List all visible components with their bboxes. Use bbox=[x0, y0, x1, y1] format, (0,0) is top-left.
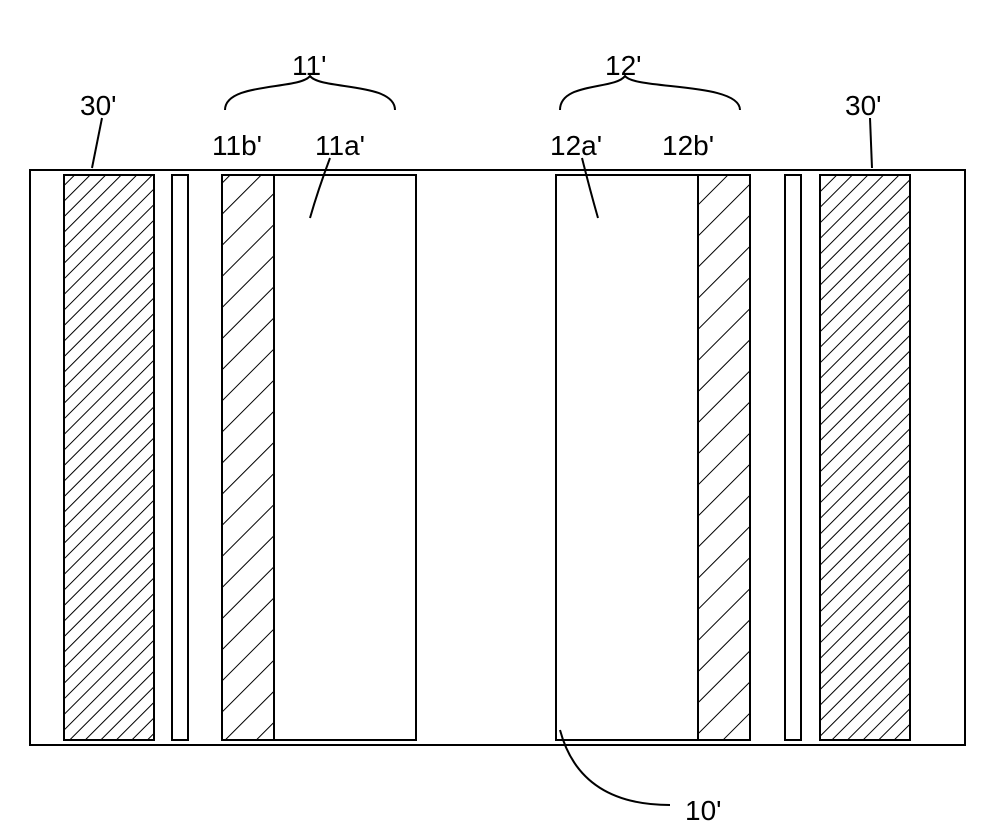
label-11: 11' bbox=[292, 50, 326, 82]
leader-lbl30L bbox=[92, 118, 102, 168]
leader-lbl10 bbox=[560, 730, 670, 805]
bar-bar11a bbox=[274, 175, 416, 740]
label-30-right: 30' bbox=[845, 90, 882, 122]
label-11a: 11a' bbox=[315, 130, 365, 162]
bar-bar11b bbox=[222, 175, 274, 740]
label-12a: 12a' bbox=[550, 130, 602, 162]
label-30-left: 30' bbox=[80, 90, 117, 122]
label-12b: 12b' bbox=[662, 130, 714, 162]
bar-bar30Rthin bbox=[785, 175, 801, 740]
bar-bar30R bbox=[820, 175, 910, 740]
leader-lbl30R bbox=[870, 118, 872, 168]
brace-lbl12 bbox=[560, 76, 740, 110]
leader-lbl11a bbox=[310, 158, 330, 218]
bar-bar12a bbox=[556, 175, 698, 740]
leader-lbl12a bbox=[582, 158, 598, 218]
bar-bar12b bbox=[698, 175, 750, 740]
bar-bar30Lthin bbox=[172, 175, 188, 740]
label-10: 10' bbox=[685, 795, 722, 827]
bar-bar30L bbox=[64, 175, 154, 740]
diagram-canvas bbox=[0, 0, 1000, 831]
label-12: 12' bbox=[605, 50, 642, 82]
label-11b: 11b' bbox=[212, 130, 262, 162]
